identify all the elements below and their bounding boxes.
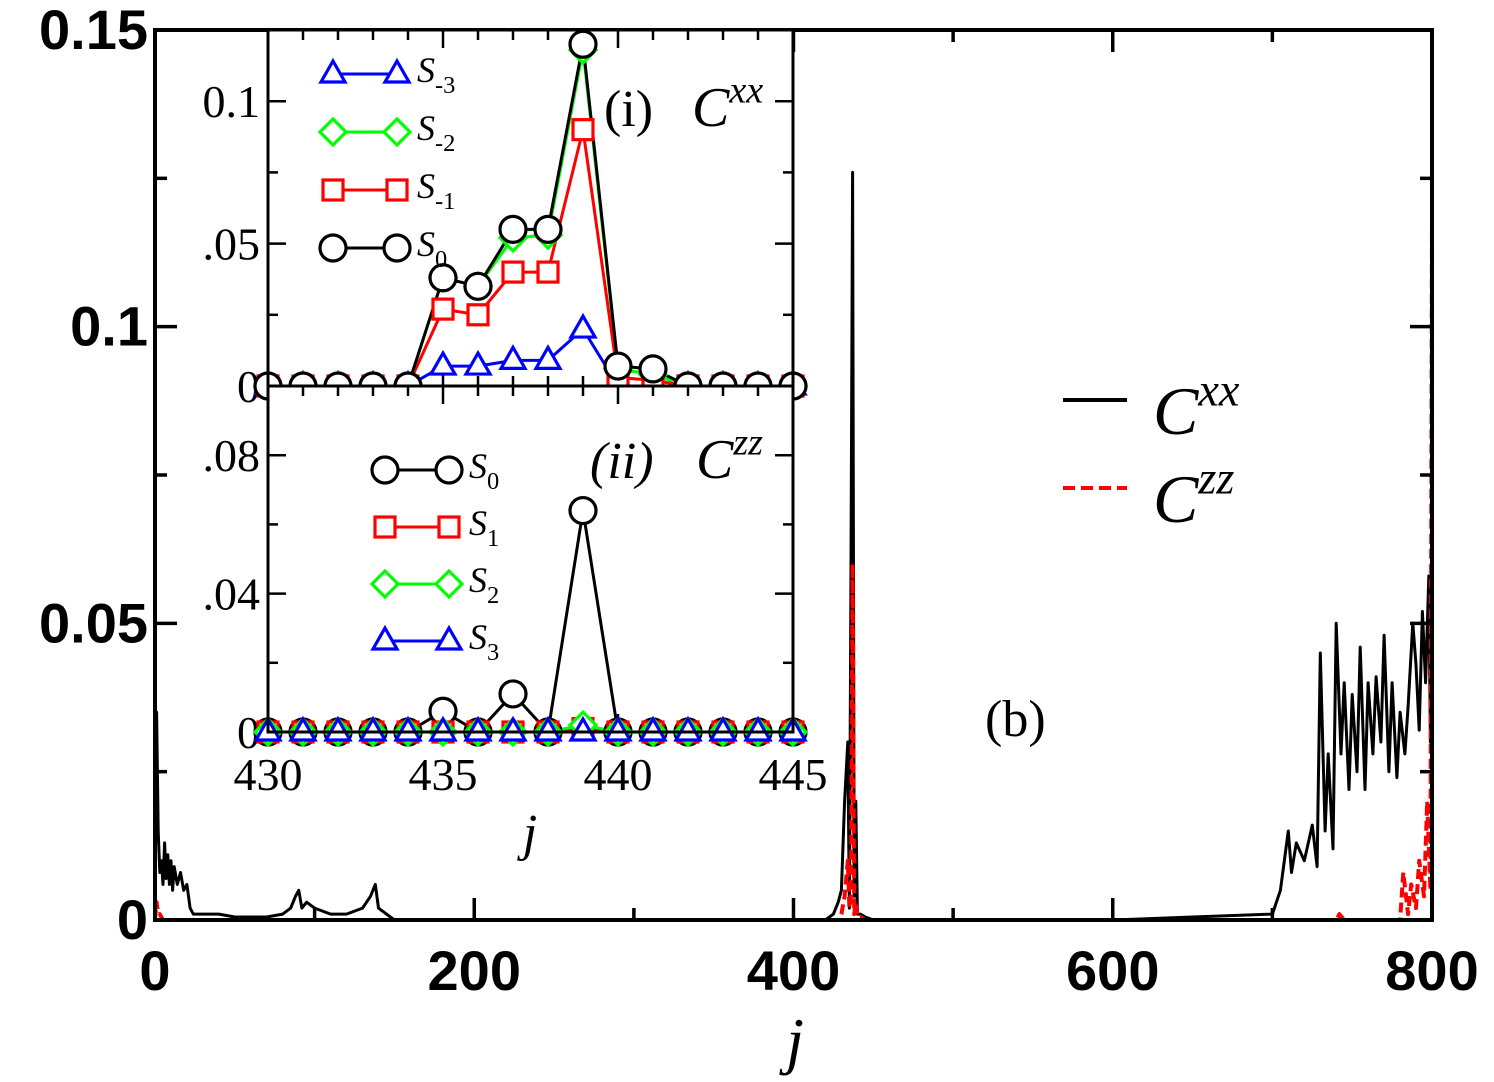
inset-i-y-tick-label: .05 bbox=[203, 219, 261, 270]
main-x-axis-label: j bbox=[779, 1005, 804, 1076]
inset-ii-point-s3 bbox=[428, 715, 458, 742]
inset-i-legend-label-s-1: S-1 bbox=[417, 166, 455, 215]
inset-ii-legend-marker-s3 bbox=[370, 624, 400, 651]
inset-ii-legend-label-s0: S0 bbox=[469, 446, 499, 495]
inset-ii-x-axis-label: j bbox=[517, 805, 537, 862]
inset-i-point-s-3 bbox=[533, 344, 563, 370]
main-legend-label-xx: Cxx bbox=[1153, 365, 1240, 449]
inset-i-background bbox=[268, 30, 793, 386]
inset-ii-point-s0 bbox=[568, 495, 598, 526]
inset-ii-point-s3 bbox=[498, 715, 528, 742]
main-y-tick-label: 0.1 bbox=[70, 295, 148, 358]
inset-ii-title: Czz bbox=[696, 421, 763, 491]
inset-i-point-s-3 bbox=[498, 344, 528, 370]
inset-ii-legend-marker-s2 bbox=[369, 568, 401, 600]
inset-ii-point-s3 bbox=[463, 715, 493, 742]
inset-ii-background bbox=[268, 386, 793, 732]
inset-i-point-s-3 bbox=[568, 312, 598, 339]
inset-i-legend-marker-s-3 bbox=[318, 57, 348, 84]
inset-ii-legend-marker-s1 bbox=[437, 515, 461, 539]
inset-ii-x-tick-label: 445 bbox=[759, 749, 828, 800]
main-x-tick-label: 200 bbox=[428, 939, 521, 1002]
inset-i-legend-marker-s0 bbox=[318, 233, 348, 263]
inset-ii-y-tick-label: .08 bbox=[203, 430, 261, 481]
inset-i-legend-marker-s0 bbox=[382, 233, 412, 263]
inset-i-panel-label: (i) bbox=[604, 81, 653, 138]
inset-ii-x-tick-label: 430 bbox=[234, 749, 303, 800]
main-y-tick-label: 0.05 bbox=[39, 591, 148, 654]
inset-i-point-s-1 bbox=[431, 297, 455, 321]
inset-i-legend-marker-s-2 bbox=[317, 116, 349, 148]
inset-i-legend-marker-s-3 bbox=[382, 57, 412, 84]
main-x-tick-label: 400 bbox=[747, 939, 840, 1002]
inset-ii-point-s3 bbox=[603, 715, 633, 742]
main-x-tick-label: 800 bbox=[1385, 939, 1478, 1002]
inset-i-point-s-3 bbox=[428, 349, 458, 376]
inset-i-legend-marker-s-2 bbox=[381, 116, 413, 148]
main-panel-label: (b) bbox=[985, 691, 1046, 748]
inset-ii-x-tick-label: 440 bbox=[584, 749, 653, 800]
inset-i-point-s0 bbox=[498, 214, 528, 244]
inset-ii-y-tick-label: .04 bbox=[203, 569, 261, 620]
inset-i-point-s0 bbox=[533, 214, 563, 244]
inset-i-point-s-1 bbox=[536, 260, 560, 284]
inset-ii-point-s3 bbox=[288, 715, 318, 742]
main-legend-label-zz: Czz bbox=[1153, 453, 1234, 537]
inset-i-legend-label-s-3: S-3 bbox=[417, 50, 455, 99]
inset-ii-y-tick-label: 0 bbox=[237, 707, 260, 758]
inset-ii-legend-marker-s2 bbox=[433, 568, 465, 600]
inset-i-point-s0 bbox=[428, 263, 458, 293]
inset-i-point-s-3 bbox=[463, 349, 493, 376]
inset-i-title: Cxx bbox=[692, 69, 763, 139]
inset-i-point-s0 bbox=[568, 29, 598, 59]
inset-ii-point-s0 bbox=[498, 679, 528, 709]
main-x-tick-label: 0 bbox=[139, 939, 170, 1002]
main-y-tick-label: 0 bbox=[117, 888, 148, 951]
inset-ii-point-s3 bbox=[533, 715, 563, 742]
inset-i-point-s0 bbox=[463, 271, 493, 301]
inset-ii-point-s3 bbox=[393, 715, 423, 742]
inset-ii-legend-label-s1: S1 bbox=[469, 503, 499, 552]
inset-ii-point-s3 bbox=[708, 715, 738, 742]
main-y-tick-label: 0.15 bbox=[39, 0, 148, 61]
main-x-tick-label: 600 bbox=[1066, 939, 1159, 1002]
inset-ii-legend-marker-s0 bbox=[370, 455, 400, 485]
inset-ii-point-s3 bbox=[358, 715, 388, 742]
inset-ii-panel-label: (ii) bbox=[590, 433, 654, 490]
inset-ii-x-tick-label: 435 bbox=[409, 749, 478, 800]
inset-i-legend-label-s-2: S-2 bbox=[417, 108, 455, 157]
inset-i-y-tick-label: 0.1 bbox=[203, 76, 261, 127]
inset-i-legend-marker-s-1 bbox=[385, 178, 409, 202]
inset-ii-point-s3 bbox=[638, 715, 668, 742]
inset-ii-frame bbox=[266, 384, 795, 734]
inset-i-legend: S-3 S-2 S-1 S0 bbox=[317, 50, 455, 273]
inset-i: 0 .05 0.1 (i) Cxx S-3 S-2 S-1 S0 bbox=[203, 28, 809, 412]
inset-ii-legend-label-s3: S3 bbox=[469, 617, 499, 666]
inset-ii-legend-marker-s0 bbox=[434, 455, 464, 485]
inset-ii-legend-label-s2: S2 bbox=[469, 560, 499, 609]
inset-i-point-s0 bbox=[603, 351, 633, 381]
inset-ii-point-s3 bbox=[323, 715, 353, 742]
inset-ii-point-s3 bbox=[743, 715, 773, 742]
inset-ii-legend: S0 S1 S2 S3 bbox=[369, 446, 499, 666]
inset-i-y-tick-label: 0 bbox=[237, 361, 260, 412]
inset-ii-point-s3 bbox=[673, 715, 703, 742]
inset-i-legend-label-s0: S0 bbox=[417, 224, 447, 273]
inset-i-point-s-1 bbox=[571, 118, 595, 142]
inset-ii-point-s3 bbox=[568, 715, 598, 742]
inset-i-point-s-1 bbox=[466, 303, 490, 327]
inset-i-point-s0 bbox=[638, 354, 668, 384]
inset-i-point-s-1 bbox=[501, 260, 525, 284]
main-series-line-zz bbox=[153, 207, 1434, 922]
inset-ii-legend-marker-s3 bbox=[434, 624, 464, 651]
inset-ii: 0 .04 .08 (ii) Czz S0 S1 S2 S3 430 435 440 445 j bbox=[203, 384, 828, 862]
inset-ii-legend-marker-s1 bbox=[373, 515, 397, 539]
inset-i-legend-marker-s-1 bbox=[321, 178, 345, 202]
main-series-line-xx bbox=[153, 170, 1434, 922]
